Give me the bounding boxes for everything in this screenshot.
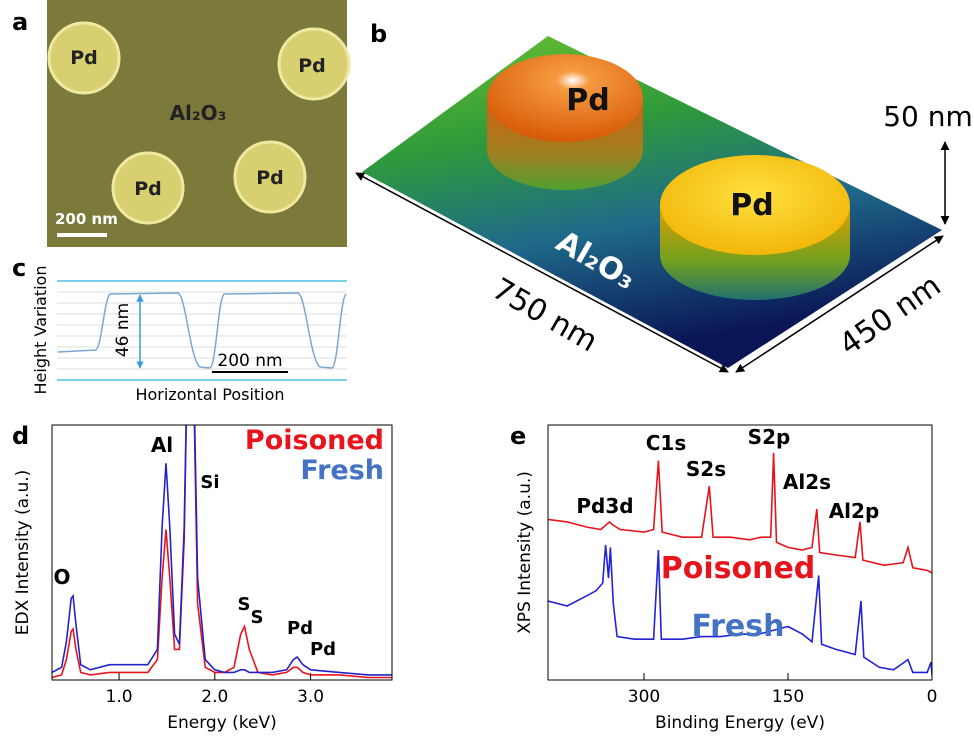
peak-label: O [53,565,70,589]
particle-label: Pd [70,47,98,69]
height-label: 50 nm [883,100,973,133]
plot-frame [51,424,393,681]
particle-label: Pd [134,178,162,200]
peak-label: S [251,607,264,628]
x-tick-label: 1.0 [106,687,133,707]
x-axis-label: Energy (keV) [167,713,277,733]
panel-label: e [510,422,526,450]
y-axis-label: XPS Intensity (a.u.) [515,471,535,634]
substrate-label: Al₂O₃ [170,101,227,125]
legend-label: Fresh [692,609,785,644]
particle-label: Pd [298,55,326,77]
peak-label: S2s [686,457,726,481]
scale-bar-label: 200 nm [217,351,282,371]
peak-label: Pd [287,618,313,639]
scale-bar-label: 200 nm [55,210,118,228]
x-axis-label: Horizontal Position [135,385,284,404]
x-tick-label: 300 [628,687,660,707]
panel-label: a [12,8,28,36]
peak-label: Al2p [829,499,880,523]
arrow [355,172,729,373]
particle-label: Pd [566,83,609,118]
x-tick-label: 3.0 [297,687,324,707]
peak-label: Al2s [783,470,831,494]
x-tick-label: 2.0 [201,687,228,707]
spectrum-line [548,544,932,675]
particles [47,21,351,225]
panel-label: c [12,254,26,282]
x-tick-label: 150 [772,687,804,707]
arrow [735,235,944,373]
peak-label: Si [200,472,219,493]
height-label: 46 nm [113,303,133,357]
panel-a: a Pd Pd Pd Pd Al₂O₃ 200 nm [12,0,351,247]
y-axis-label: EDX Intensity (a.u.) [13,470,33,636]
x-tick-label: 0 [927,687,938,707]
particle-top [487,54,643,142]
legend-label: Poisoned [245,425,384,456]
peak-label: S2p [748,425,791,449]
peak-label: Pd [310,639,336,660]
x-axis-label: Binding Energy (eV) [655,713,825,733]
plot-frame [547,424,933,681]
peak-label: Pd3d [576,494,633,518]
height-profile [57,292,347,369]
peak-label: S [238,594,251,615]
legend-label: Poisoned [661,551,816,586]
spectrum-line [52,425,392,679]
particle-label: Pd [256,167,284,189]
panel-label: d [12,422,29,450]
peak-label: C1s [646,431,687,455]
panel-label: b [370,20,387,48]
spectrum-line [548,452,932,574]
spectrum-line [52,425,392,676]
peak-label: Al [151,433,173,457]
legend-label: Fresh [300,455,384,486]
particle-label: Pd [730,188,773,223]
panel-c: c 46 nm 200 nm Height Variation Horizont… [12,254,347,404]
y-axis-label: Height Variation [31,266,50,395]
panel-b: b Pd Pd Al₂O₃ 50 nm 750 nm 450 nm [355,20,973,373]
